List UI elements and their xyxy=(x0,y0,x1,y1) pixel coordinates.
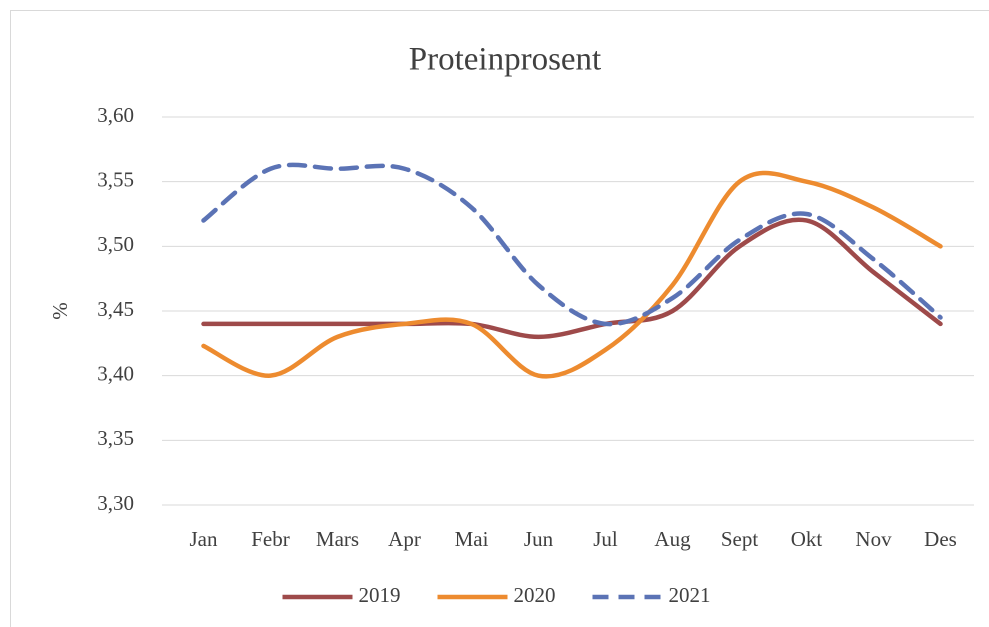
legend-label: 2019 xyxy=(359,583,401,607)
x-tick-label: Mars xyxy=(316,527,359,551)
line-series xyxy=(201,170,943,379)
y-axis-label: % xyxy=(48,302,72,320)
y-tick-label: 3,60 xyxy=(97,103,134,127)
legend-label: 2021 xyxy=(669,583,711,607)
x-tick-label: Sept xyxy=(721,527,759,551)
x-tick-label: Jul xyxy=(593,527,618,551)
line-series xyxy=(201,217,943,340)
x-tick-label: Apr xyxy=(388,527,421,551)
x-tick-label: Febr xyxy=(251,527,290,551)
x-tick-label: Jan xyxy=(190,527,218,551)
legend-label: 2020 xyxy=(514,583,556,607)
y-tick-label: 3,30 xyxy=(97,491,134,515)
x-tick-label: Jun xyxy=(524,527,554,551)
x-tick-label: Okt xyxy=(791,527,823,551)
chart-title: Proteinprosent xyxy=(409,42,601,78)
x-tick-label: Des xyxy=(924,527,957,551)
x-tick-label: Nov xyxy=(855,527,892,551)
chart-border xyxy=(10,10,989,627)
y-tick-label: 3,55 xyxy=(97,167,134,191)
y-tick-label: 3,35 xyxy=(97,426,134,450)
line-series xyxy=(201,162,943,327)
x-tick-label: Mai xyxy=(455,527,489,551)
y-tick-label: 3,40 xyxy=(97,361,134,385)
y-tick-label: 3,50 xyxy=(97,232,134,256)
x-tick-label: Aug xyxy=(654,527,691,551)
y-tick-label: 3,45 xyxy=(97,297,134,321)
